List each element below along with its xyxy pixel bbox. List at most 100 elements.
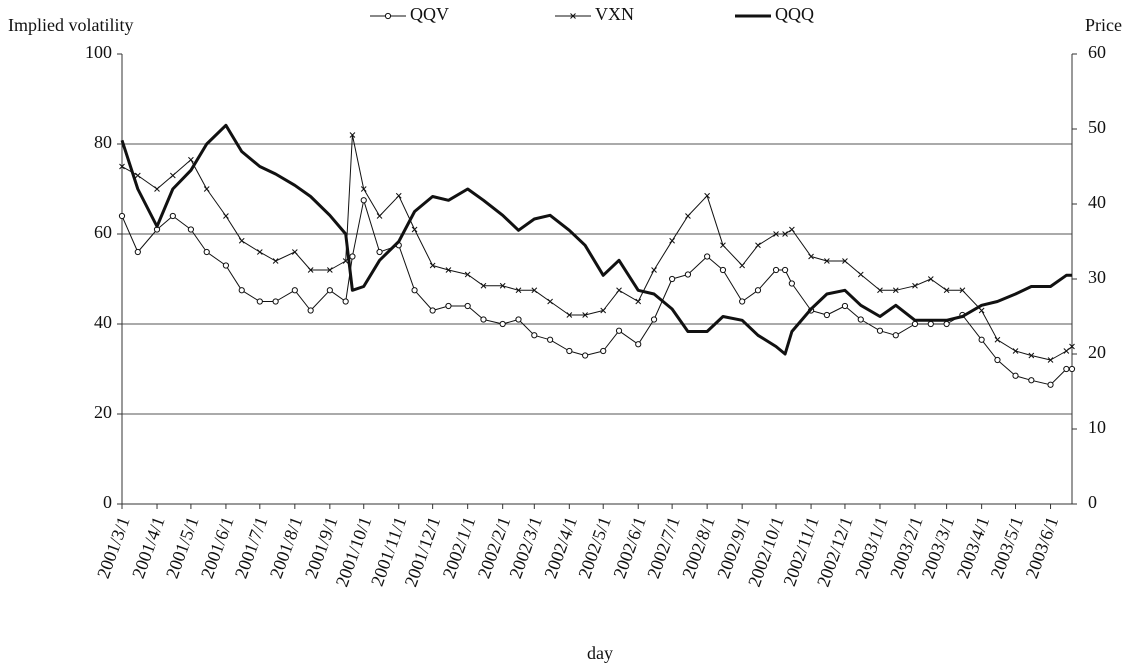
y2-tick-label: 50 (1088, 117, 1106, 137)
data-point (1047, 381, 1054, 388)
data-point (823, 311, 830, 319)
y2-tick-label: 30 (1088, 267, 1106, 287)
data-point (395, 192, 402, 199)
data-point (499, 320, 506, 328)
y-tick-label: 80 (94, 132, 112, 152)
data-point (808, 253, 814, 260)
data-point (600, 307, 607, 314)
data-point (222, 262, 230, 269)
y2-tick-label: 20 (1088, 342, 1106, 362)
x-tick-label: 2003/5/1 (986, 514, 1027, 581)
data-point (272, 258, 279, 264)
data-point (739, 298, 746, 305)
data-point (857, 271, 864, 278)
data-point (720, 242, 726, 249)
x-tick-label: 2001/5/1 (162, 514, 203, 581)
x-tick-label: 2002/5/1 (574, 514, 615, 581)
data-point (1063, 365, 1070, 373)
data-point (349, 132, 356, 138)
data-point (169, 212, 176, 220)
x-tick-label: 2003/1/1 (851, 514, 892, 581)
x-tick-label: 2001/7/1 (231, 514, 272, 581)
data-point (685, 213, 691, 219)
data-point (1028, 352, 1035, 359)
data-point (1028, 377, 1035, 384)
data-point (1012, 348, 1019, 354)
data-point (360, 197, 367, 204)
data-point (789, 226, 795, 233)
series-line (120, 123, 1072, 356)
data-point (635, 341, 642, 348)
data-point (238, 237, 245, 244)
data-point (876, 327, 884, 334)
data-point (911, 320, 919, 328)
data-point (600, 347, 607, 355)
data-point (326, 287, 333, 294)
data-point (892, 287, 899, 294)
data-point (203, 186, 210, 192)
data-point (154, 186, 160, 192)
data-point (650, 316, 658, 323)
data-point (582, 352, 589, 359)
data-point (857, 316, 864, 323)
x-tick-label: 2003/6/1 (1021, 514, 1062, 581)
data-point (499, 282, 506, 289)
data-point (772, 266, 780, 274)
data-point (877, 287, 883, 294)
data-point (547, 298, 553, 305)
data-point (411, 287, 418, 294)
data-point (1012, 372, 1019, 379)
y-tick-label: 20 (94, 402, 112, 422)
data-point (307, 307, 314, 314)
data-point (1068, 365, 1076, 373)
data-point (169, 172, 176, 179)
legend-label: QQV (410, 4, 449, 24)
legend-label: VXN (595, 4, 634, 24)
data-point (134, 248, 141, 256)
data-point (788, 280, 795, 287)
y2-tick-label: 60 (1088, 42, 1106, 62)
data-point (342, 298, 349, 305)
x-tick-label: 2002/8/1 (678, 514, 719, 581)
data-point (349, 253, 356, 260)
data-point (754, 287, 762, 294)
data-point (635, 298, 642, 305)
data-point (445, 302, 452, 310)
data-point (978, 336, 985, 343)
data-point (927, 276, 934, 282)
data-point (376, 248, 383, 256)
data-point (1047, 357, 1054, 363)
data-point (912, 282, 918, 289)
x-tick-label: 2002/1/1 (439, 514, 480, 581)
data-point (842, 258, 848, 264)
data-point (781, 266, 789, 274)
data-point (704, 253, 711, 260)
data-point (755, 242, 761, 249)
data-point (943, 287, 950, 294)
data-point (445, 267, 452, 273)
data-point (782, 231, 788, 237)
data-point (480, 282, 487, 289)
data-point (272, 298, 279, 305)
data-point (531, 332, 538, 339)
data-point (959, 287, 966, 294)
y-tick-label: 60 (94, 222, 112, 242)
y2-axis-title: Price (1085, 15, 1122, 35)
data-point (531, 287, 538, 294)
x-axis-title: day (587, 643, 613, 663)
data-point (651, 267, 657, 273)
data-point (464, 302, 471, 310)
data-point (547, 336, 554, 343)
data-point (773, 231, 779, 237)
legend-marker (384, 12, 392, 20)
y2-tick-label: 10 (1088, 417, 1106, 437)
data-point (515, 316, 522, 323)
data-point (719, 266, 727, 274)
data-point (118, 212, 126, 220)
data-point (943, 320, 950, 328)
data-point (429, 307, 436, 314)
y2-tick-label: 40 (1088, 192, 1106, 212)
x-tick-label: 2002/7/1 (643, 514, 684, 581)
data-point (616, 287, 622, 294)
